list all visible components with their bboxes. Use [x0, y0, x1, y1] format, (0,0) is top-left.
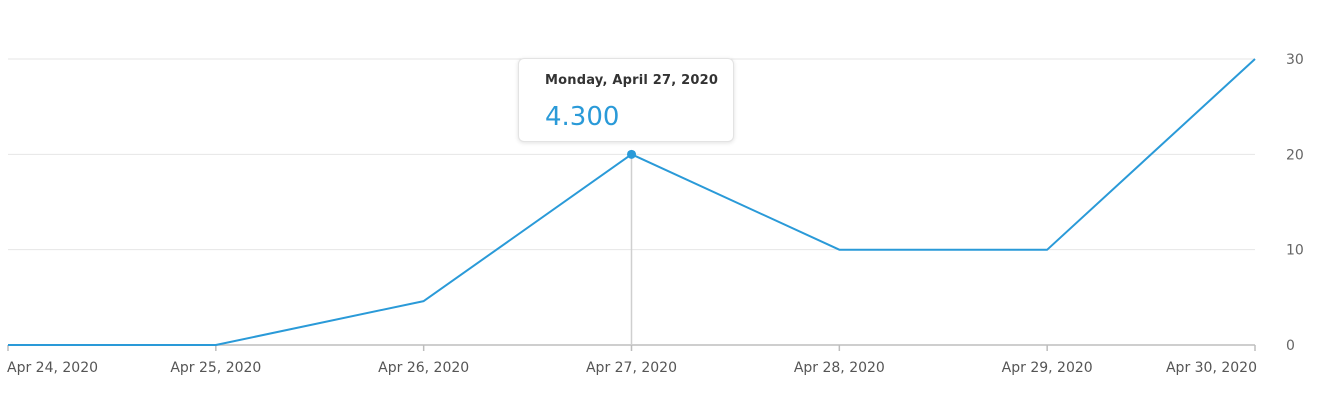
x-tick-label: Apr 27, 2020: [586, 360, 677, 376]
x-tick-label: Apr 28, 2020: [794, 360, 885, 376]
tooltip: Monday, April 27, 2020 4.300: [518, 58, 734, 142]
y-tick-label: 30: [1286, 52, 1304, 68]
y-tick-label: 20: [1286, 147, 1304, 163]
y-tick-label: 10: [1286, 243, 1304, 259]
y-tick-label: 0: [1286, 338, 1295, 354]
x-tick-label: Apr 30, 2020: [1166, 360, 1257, 376]
x-axis-ticks: Apr 24, 2020 Apr 25, 2020 Apr 26, 2020 Apr …: [7, 345, 1257, 376]
x-tick-label: Apr 29, 2020: [1002, 360, 1093, 376]
x-tick-label: Apr 24, 2020: [7, 360, 98, 376]
hover-point[interactable]: [627, 149, 636, 159]
y-axis-ticks: 0 10 20 30: [1286, 52, 1304, 354]
x-tick-label: Apr 26, 2020: [378, 360, 469, 376]
x-tick-label: Apr 25, 2020: [170, 360, 261, 376]
tooltip-value: 4.300: [545, 102, 620, 132]
tooltip-date: Monday, April 27, 2020: [545, 73, 719, 88]
